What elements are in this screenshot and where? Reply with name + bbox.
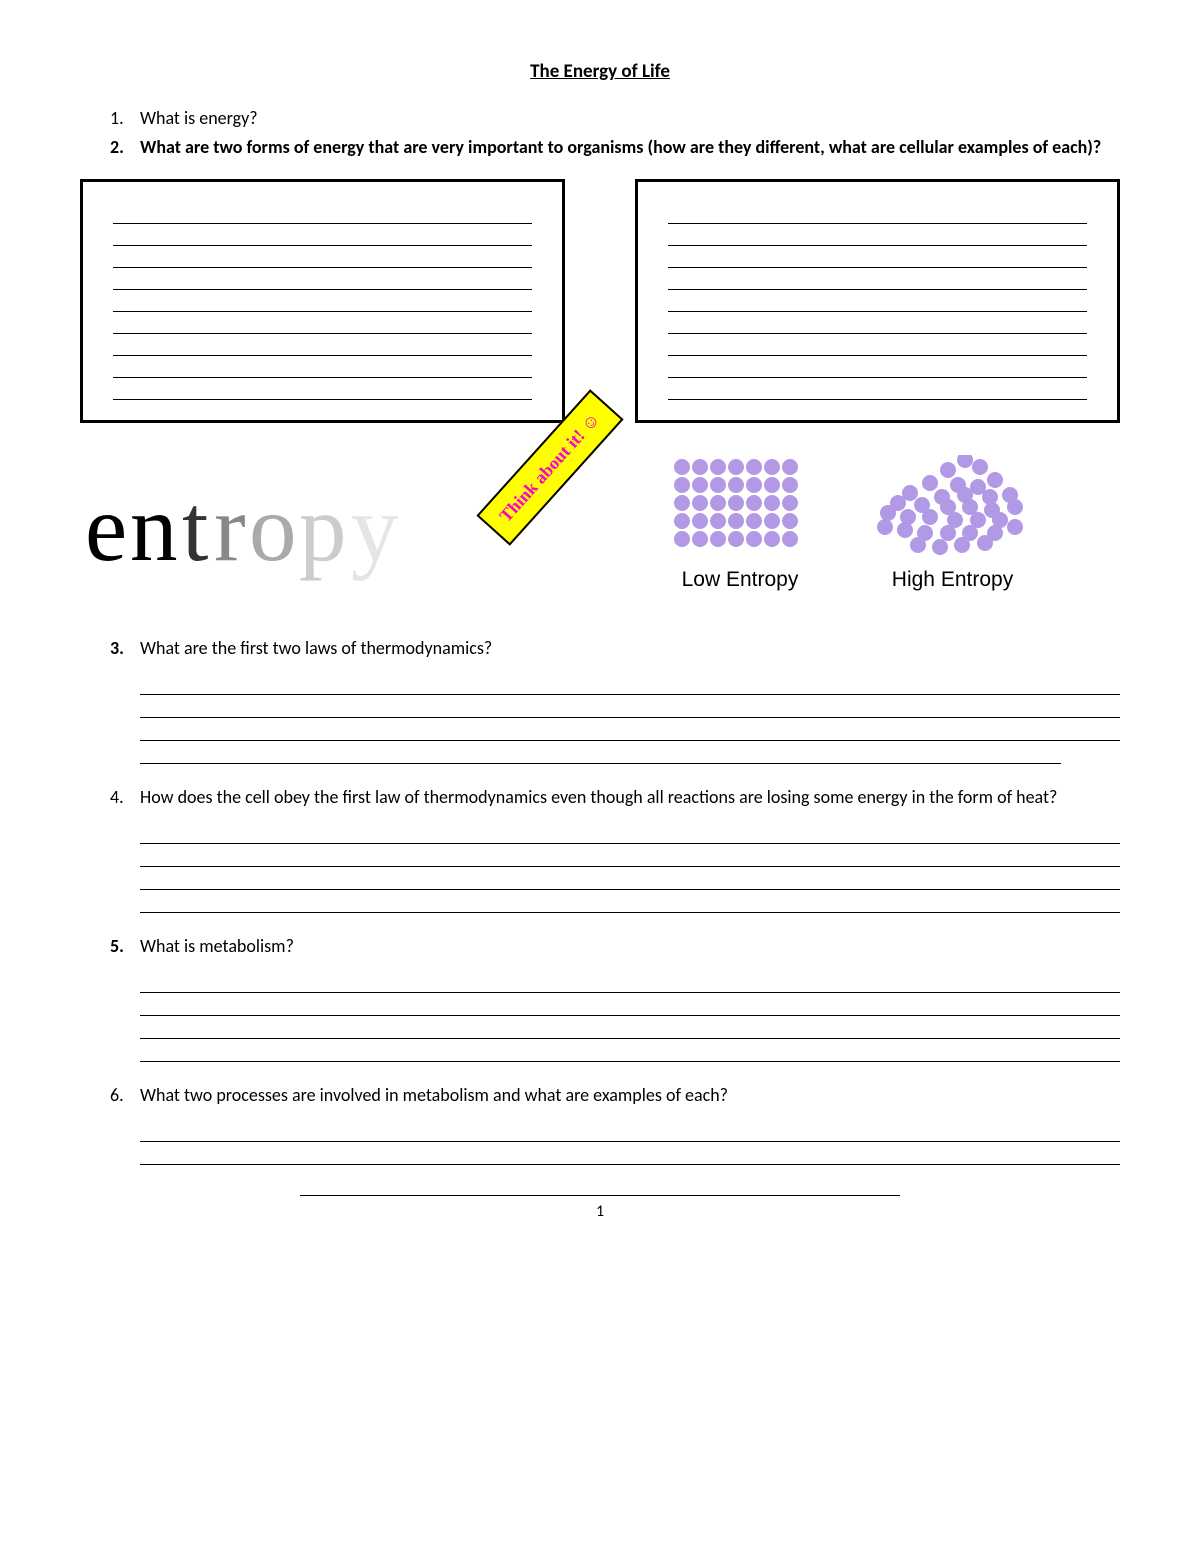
blank-line [140, 1119, 1120, 1142]
qa-sections: 3.What are the first two laws of thermod… [80, 635, 1120, 1165]
blank-line [668, 356, 1087, 378]
answer-boxes-row [80, 179, 1120, 423]
blank-line [140, 695, 1120, 718]
graphics-row: entropy Think about it! ☺ Low Entropy Hi… [80, 435, 1120, 615]
question-text: What are two forms of energy that are ve… [140, 134, 1120, 161]
qa-question: 5.What is metabolism? [110, 933, 1120, 960]
question-item: 1.What is energy? [110, 105, 1120, 132]
low-entropy-diagram: Low Entropy [670, 455, 810, 592]
blank-line [140, 890, 1120, 913]
question-number: 2. [110, 134, 140, 161]
question-number: 1. [110, 105, 140, 132]
question-item: 2.What are two forms of energy that are … [110, 134, 1120, 161]
question-text: What is energy? [140, 105, 1120, 132]
qa-question: 4.How does the cell obey the first law o… [110, 784, 1120, 811]
blank-line [668, 246, 1087, 268]
qa-text: How does the cell obey the first law of … [140, 784, 1120, 811]
qa-block: 5.What is metabolism? [80, 933, 1120, 1062]
blank-line [113, 224, 532, 246]
qa-text: What is metabolism? [140, 933, 1120, 960]
blank-line [113, 202, 532, 224]
qa-number: 4. [110, 784, 140, 811]
svg-text:e: e [85, 475, 127, 581]
qa-answer-lines [140, 1119, 1120, 1165]
svg-text:t: t [182, 475, 208, 581]
qa-block: 4.How does the cell obey the first law o… [80, 784, 1120, 913]
qa-question: 6.What two processes are involved in met… [110, 1082, 1120, 1109]
blank-line [140, 1016, 1120, 1039]
blank-line [668, 378, 1087, 400]
blank-line [140, 867, 1120, 890]
blank-line [140, 741, 1061, 764]
blank-line [113, 378, 532, 400]
svg-text:y: y [351, 475, 399, 581]
high-entropy-diagram: High Entropy [870, 455, 1035, 592]
blank-line [140, 672, 1120, 695]
think-badge-text: Think about it! ☺ [495, 408, 604, 526]
blank-line [140, 993, 1120, 1016]
svg-text:p: p [299, 475, 347, 581]
qa-question: 3.What are the first two laws of thermod… [110, 635, 1120, 662]
qa-answer-lines [140, 821, 1120, 913]
blank-line [140, 1039, 1120, 1062]
qa-number: 5. [110, 933, 140, 960]
page-number: 1 [596, 1202, 604, 1221]
qa-number: 3. [110, 635, 140, 662]
entropy-diagrams: Low Entropy High Entropy [670, 455, 1035, 592]
blank-line [140, 844, 1120, 867]
blank-line [668, 334, 1087, 356]
qa-answer-lines [140, 970, 1120, 1062]
blank-line [113, 268, 532, 290]
answer-box [635, 179, 1120, 423]
top-questions: 1.What is energy?2.What are two forms of… [80, 105, 1120, 161]
blank-line [140, 718, 1120, 741]
blank-line [113, 356, 532, 378]
blank-line [668, 290, 1087, 312]
qa-text: What are the first two laws of thermodyn… [140, 635, 1120, 662]
page-footer: 1 [300, 1195, 900, 1221]
blank-line [113, 246, 532, 268]
qa-text: What two processes are involved in metab… [140, 1082, 1120, 1109]
blank-line [113, 312, 532, 334]
qa-block: 3.What are the first two laws of thermod… [80, 635, 1120, 764]
low-entropy-label: Low Entropy [670, 568, 810, 592]
blank-line [140, 821, 1120, 844]
blank-line [140, 970, 1120, 993]
blank-line [113, 334, 532, 356]
entropy-word-graphic: entropy [80, 475, 460, 595]
blank-line [668, 224, 1087, 246]
blank-line [113, 290, 532, 312]
qa-block: 6.What two processes are involved in met… [80, 1082, 1120, 1165]
qa-answer-lines [140, 672, 1120, 764]
blank-line [668, 312, 1087, 334]
svg-text:o: o [249, 475, 297, 581]
blank-line [140, 1142, 1120, 1165]
page-title: The Energy of Life [80, 60, 1120, 83]
qa-number: 6. [110, 1082, 140, 1109]
blank-line [668, 202, 1087, 224]
blank-line [668, 268, 1087, 290]
answer-box [80, 179, 565, 423]
high-entropy-label: High Entropy [870, 568, 1035, 592]
svg-text:n: n [130, 475, 178, 581]
svg-text:r: r [214, 475, 246, 581]
